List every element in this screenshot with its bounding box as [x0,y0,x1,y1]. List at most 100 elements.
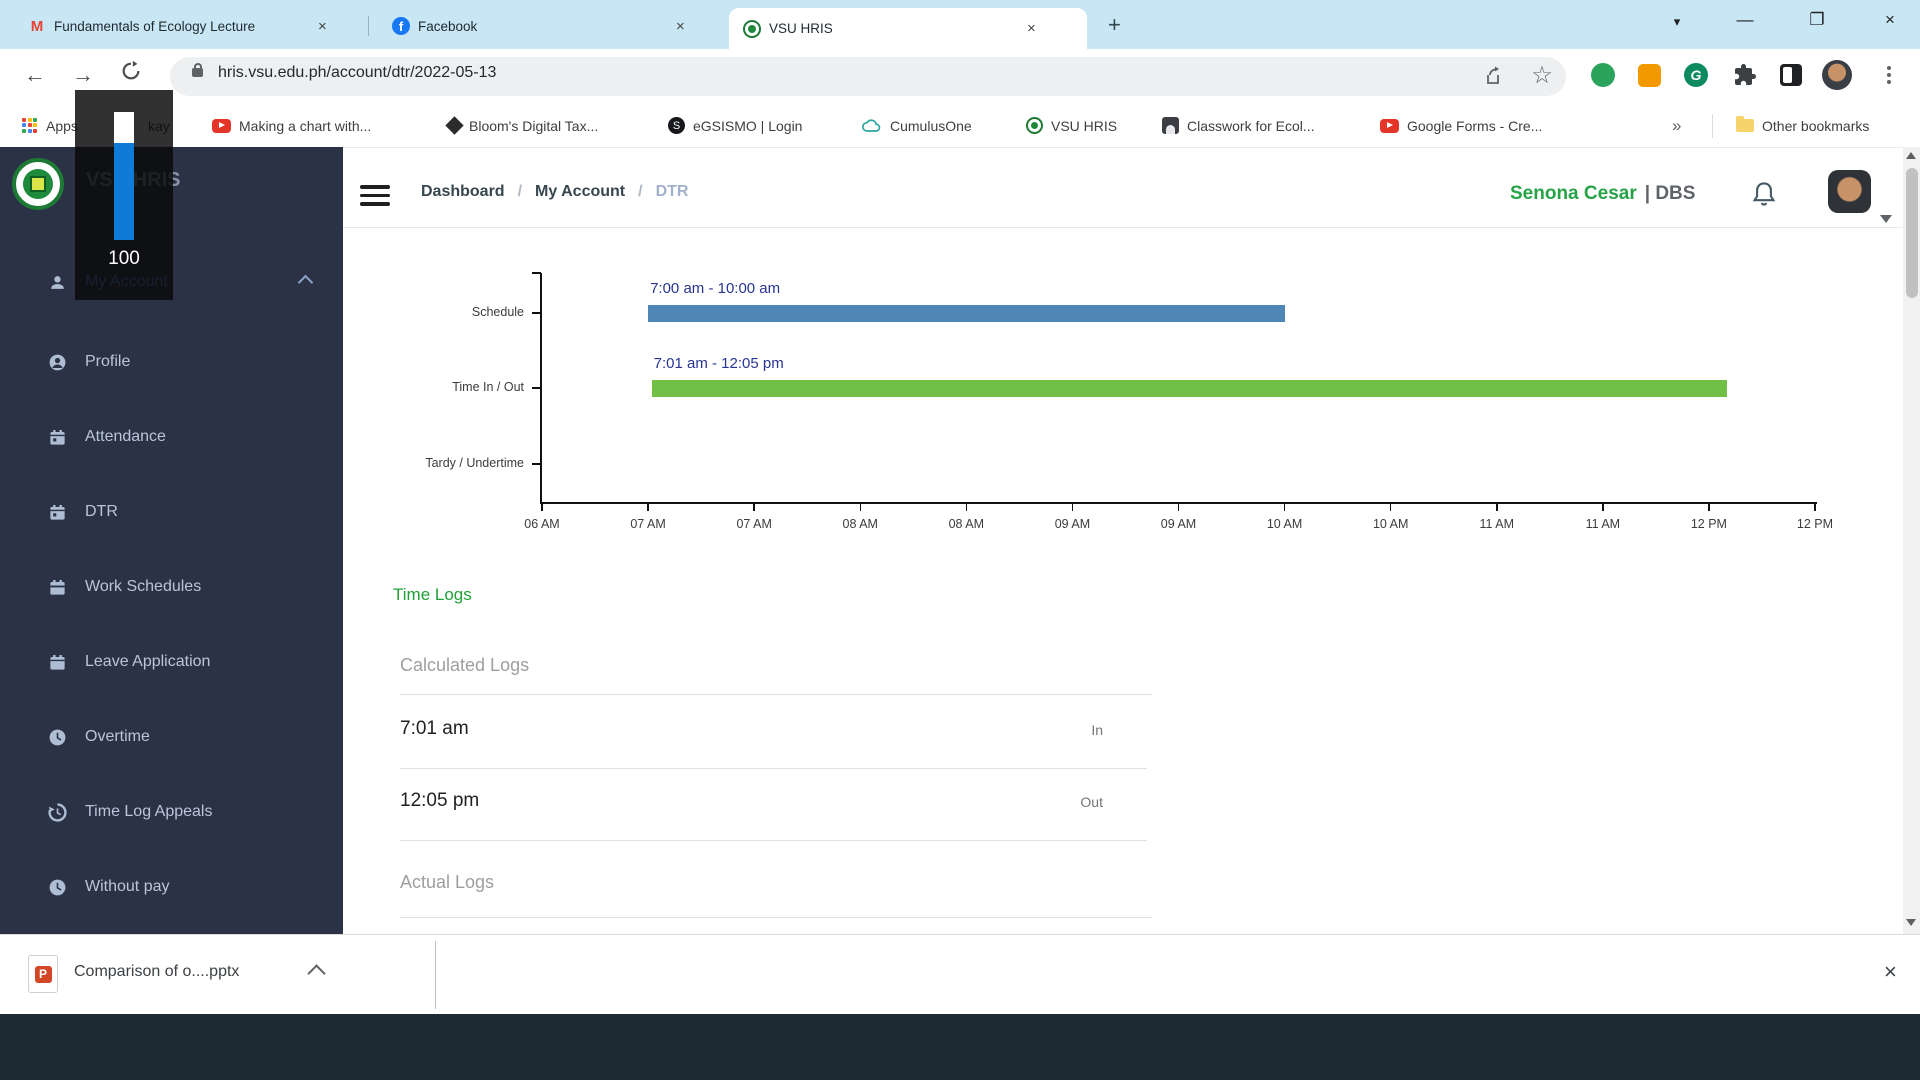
y-tick-mark [532,387,541,389]
breadcrumb-separator: / [518,183,522,201]
taskbar: 90°F Partly sunny [0,1014,1920,1080]
sidebar-item-label: Overtime [85,728,150,746]
side-panel-icon[interactable] [1776,60,1806,90]
sidebar-item-leave-application[interactable]: Leave Application [0,640,343,684]
new-tab-button[interactable]: + [1108,12,1121,38]
bookmark-label: Bloom's Digital Tax... [469,118,598,134]
x-tick-label: 10 AM [1361,517,1421,531]
window-close-button[interactable]: × [1875,10,1905,30]
extension-leaf-icon[interactable] [1588,60,1618,90]
overflow-label: » [1672,116,1681,136]
extension-orange-icon[interactable] [1634,60,1664,90]
x-tick-label: 08 AM [936,517,996,531]
osd-value: 100 [75,248,173,270]
x-tick-mark [966,503,968,511]
extensions-puzzle-icon[interactable] [1730,60,1760,90]
x-tick-mark [1390,503,1392,511]
share-icon[interactable] [1480,60,1510,90]
history-icon [48,803,67,822]
download-filename[interactable]: Comparison of o....pptx [74,963,239,981]
sidebar-item-overtime[interactable]: Overtime [0,715,343,759]
x-tick-label: 12 PM [1785,517,1845,531]
bar-time-label: 7:01 am - 12:05 pm [654,355,784,372]
hamburger-menu-icon[interactable] [360,180,390,211]
breadcrumb-dashboard[interactable]: Dashboard [421,183,505,201]
sidebar-item-label: Profile [85,353,130,371]
sidebar-item-label: Work Schedules [85,578,201,596]
sidebar-item-work-schedules[interactable]: Work Schedules [0,565,343,609]
tab-gmail-doc[interactable]: M Fundamentals of Ecology Lecture × [28,8,358,44]
scrollbar-thumb[interactable] [1906,168,1918,298]
sidebar-item-profile[interactable]: Profile [0,340,343,384]
breadcrumb-my-account[interactable]: My Account [535,183,625,201]
scrollbar[interactable] [1903,147,1920,934]
person-icon [48,273,67,292]
tab-close-icon[interactable]: × [1027,20,1036,37]
sidebar-item-attendance[interactable]: Attendance [0,415,343,459]
window-menu-chevron-icon[interactable]: ▾ [1662,14,1692,30]
url-text[interactable]: hris.vsu.edu.ph/account/dtr/2022-05-13 [218,64,496,82]
tab-facebook[interactable]: f Facebook × [392,8,712,44]
time-logs-title: Time Logs [393,585,472,605]
sidebar-item-dtr[interactable]: DTR [0,490,343,534]
diamond-icon [445,116,463,134]
bookmark-item[interactable]: Classwork for Ecol... [1162,104,1315,147]
bookmarks-overflow-chevron[interactable]: » [1672,104,1681,147]
divider [400,917,1152,918]
bookmark-item[interactable]: Making a chart with... [212,104,371,147]
avatar-caret-icon[interactable] [1880,215,1892,223]
bookmark-label: Classwork for Ecol... [1187,118,1315,134]
tab-title: VSU HRIS [769,21,1019,36]
user-avatar[interactable] [1828,170,1871,213]
bookmark-label: VSU HRIS [1051,118,1117,134]
breadcrumb-separator: / [638,183,642,201]
bookmark-star-icon[interactable]: ☆ [1527,60,1557,90]
tab-divider [368,16,369,36]
bookmark-item[interactable]: VSU HRIS [1026,104,1117,147]
classroom-icon [1162,117,1179,134]
download-chevron-up-icon[interactable] [310,967,323,980]
bookmark-item[interactable]: S eGSISMO | Login [668,104,802,147]
bookmark-item[interactable]: CumulusOne [862,104,972,147]
user-name: Senona Cesar [1510,183,1637,205]
other-bookmarks[interactable]: Other bookmarks [1736,104,1869,147]
download-bar-close-icon[interactable]: × [1884,959,1897,985]
log-time-out: 12:05 pm [400,790,479,812]
bookmark-item[interactable]: Bloom's Digital Tax... [448,104,598,147]
window-minimize-button[interactable]: — [1730,10,1760,30]
browser-menu-kebab-icon[interactable] [1874,60,1904,90]
scroll-down-arrow-icon[interactable] [1906,919,1916,926]
x-tick-label: 12 PM [1679,517,1739,531]
tab-close-icon[interactable]: × [318,18,327,35]
reload-icon[interactable] [120,60,142,88]
lock-icon [192,68,203,77]
x-tick-label: 11 AM [1467,517,1527,531]
tab-title: Facebook [418,19,668,34]
tab-vsu-hris-active[interactable]: VSU HRIS × [729,8,1087,49]
x-tick-label: 11 AM [1573,517,1633,531]
forward-icon[interactable]: → [72,62,94,88]
bookmark-item[interactable]: Google Forms - Cre... [1380,104,1542,147]
scroll-up-arrow-icon[interactable] [1906,152,1916,159]
bookmark-label: CumulusOne [890,118,972,134]
apps-shortcut[interactable]: Apps [22,104,78,147]
tab-close-icon[interactable]: × [676,18,685,35]
back-icon[interactable]: ← [24,62,46,88]
osd-overlay: 100 [75,90,173,300]
osd-slider[interactable] [114,112,134,143]
schedule-bar [648,305,1285,322]
osd-slider-fill[interactable] [114,143,134,240]
powerpoint-file-icon: P [28,955,58,993]
profile-avatar[interactable] [1822,60,1852,90]
notifications-bell-icon[interactable] [1750,180,1778,215]
grammarly-icon[interactable]: G [1681,60,1711,90]
log-type-in: In [1000,722,1103,738]
youtube-icon [1380,119,1399,133]
sidebar-item-time-log-appeals[interactable]: Time Log Appeals [0,790,343,834]
y-tick-mark [532,463,541,465]
sidebar-item-label: Without pay [85,878,169,896]
tab-title: Fundamentals of Ecology Lecture [54,19,310,34]
window-restore-button[interactable]: ❐ [1802,10,1832,30]
time-in-out-bar [652,380,1727,397]
sidebar-item-without-pay[interactable]: Without pay [0,865,343,909]
